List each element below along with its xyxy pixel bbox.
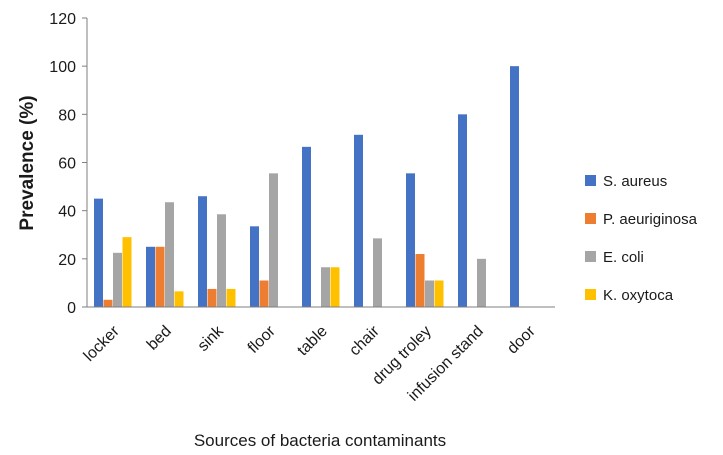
bar-locker-p-aeuriginosa xyxy=(103,299,113,307)
bar-table-e-coli xyxy=(321,267,330,307)
bar-floor-s-aureus xyxy=(250,226,259,307)
bar-bed-k-oxytoca xyxy=(174,291,184,307)
bar-drug-troley-p-aeuriginosa xyxy=(415,254,425,307)
bar-locker-k-oxytoca xyxy=(122,237,132,307)
x-tick-label-chair: chair xyxy=(346,322,383,359)
bar-sink-e-coli xyxy=(217,214,226,307)
bar-bed-s-aureus xyxy=(146,246,155,307)
bar-sink-k-oxytoca xyxy=(226,288,236,307)
x-axis-label: Sources of bacteria contaminants xyxy=(194,431,446,450)
bar-locker-e-coli xyxy=(113,252,122,307)
legend: S. aureus P. aeuriginosa E. coli K. oxytoca xyxy=(585,173,698,304)
bar-table-s-aureus xyxy=(302,146,311,307)
y-axis: 0 20 40 60 80 100 120 xyxy=(49,11,88,317)
y-tick-label: 0 xyxy=(67,300,76,317)
y-axis-label: Prevalence (%) xyxy=(17,95,38,230)
x-tick-label-bed: bed xyxy=(144,323,175,354)
bar-bed-p-aeuriginosa xyxy=(155,246,165,307)
bars xyxy=(94,66,519,308)
bar-drug-troley-s-aureus xyxy=(406,173,415,307)
bar-infusion-stand-e-coli xyxy=(477,258,486,307)
legend-swatch-e-coli xyxy=(585,251,596,262)
y-tick-label: 60 xyxy=(58,156,76,173)
bar-infusion-stand-s-aureus xyxy=(458,114,467,307)
bar-floor-p-aeuriginosa xyxy=(259,280,269,307)
bar-chair-e-coli xyxy=(373,238,382,307)
bar-drug-troley-e-coli xyxy=(425,280,434,307)
legend-label-p-aeuriginosa: P. aeuriginosa xyxy=(603,211,698,228)
bar-sink-s-aureus xyxy=(198,196,207,307)
bar-bed-e-coli xyxy=(165,202,174,307)
y-tick-label: 40 xyxy=(58,204,76,221)
bar-locker-s-aureus xyxy=(94,198,103,307)
x-tick-label-sink: sink xyxy=(195,322,228,355)
bar-sink-p-aeuriginosa xyxy=(207,288,217,307)
y-tick-label: 100 xyxy=(49,59,76,76)
bar-floor-e-coli xyxy=(269,173,278,307)
bar-table-k-oxytoca xyxy=(330,267,340,307)
y-tick-label: 120 xyxy=(49,11,76,28)
legend-label-s-aureus: S. aureus xyxy=(603,173,667,190)
x-tick-label-floor: floor xyxy=(245,322,280,357)
legend-label-e-coli: E. coli xyxy=(603,249,644,266)
legend-swatch-k-oxytoca xyxy=(585,289,596,300)
x-tick-label-door: door xyxy=(504,322,539,357)
legend-swatch-s-aureus xyxy=(585,175,596,186)
legend-label-k-oxytoca: K. oxytoca xyxy=(603,287,674,304)
legend-swatch-p-aeuriginosa xyxy=(585,213,596,224)
y-tick-label: 20 xyxy=(58,252,76,269)
bar-chair-s-aureus xyxy=(354,134,363,307)
bar-drug-troley-k-oxytoca xyxy=(434,280,444,307)
x-tick-label-locker: locker xyxy=(81,322,124,365)
x-tick-label-table: table xyxy=(294,323,331,360)
bar-door-s-aureus xyxy=(510,66,519,308)
y-tick-label: 80 xyxy=(58,107,76,124)
